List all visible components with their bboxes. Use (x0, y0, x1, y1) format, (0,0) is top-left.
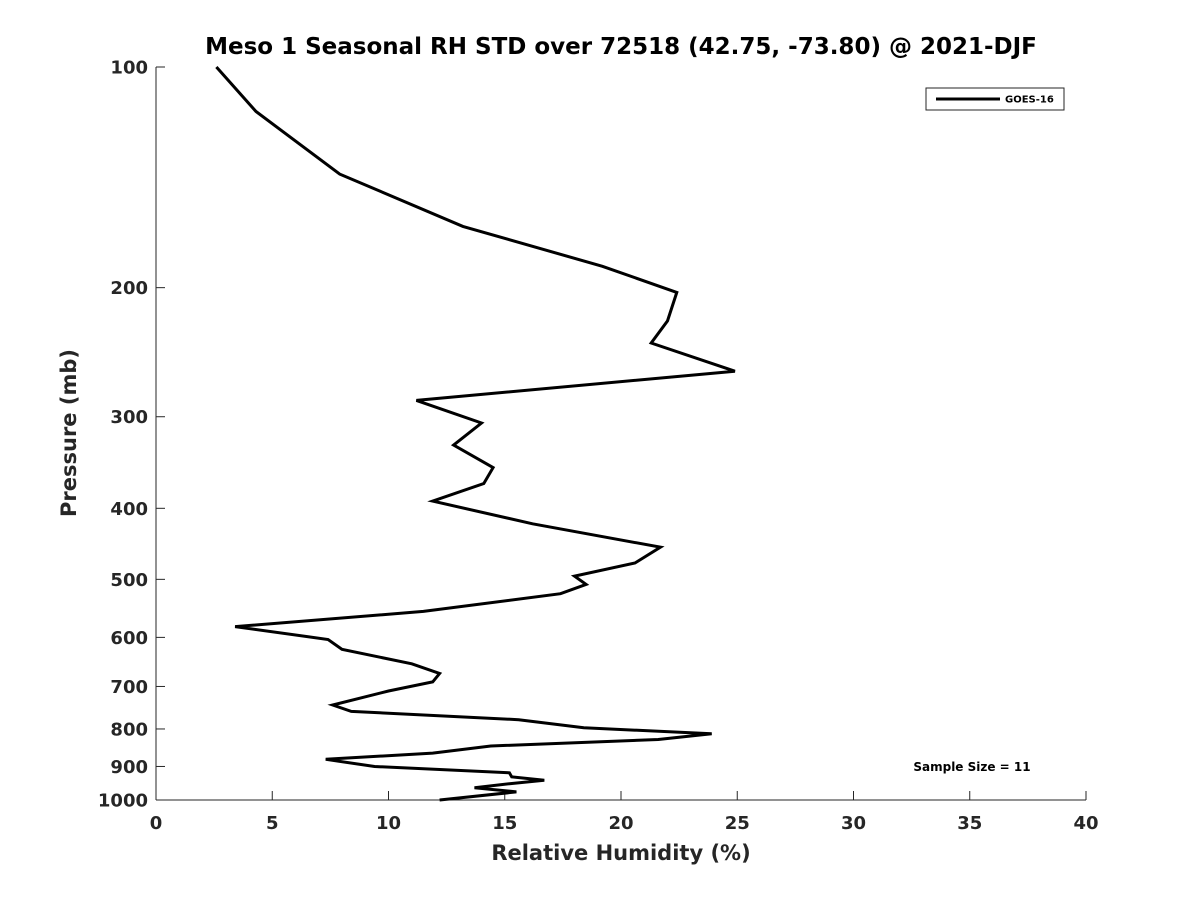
axes (155, 67, 1086, 801)
x-tick-label: 15 (492, 813, 517, 834)
x-tick-label: 0 (150, 813, 163, 834)
x-tick-label: 20 (608, 813, 633, 834)
y-tick-label: 900 (110, 757, 148, 778)
y-tick-label: 700 (110, 677, 148, 698)
y-tick-label: 400 (110, 499, 148, 520)
x-ticks: 0 5 10 15 20 25 30 35 40 (150, 791, 1099, 834)
series-group (215, 66, 736, 802)
series-line-goes-16 (215, 66, 736, 802)
y-tick-label: 100 (110, 58, 148, 79)
x-tick-label: 40 (1073, 813, 1098, 834)
y-tick-label: 600 (110, 628, 148, 649)
y-tick-label: 300 (110, 407, 148, 428)
sample-size-annotation: Sample Size = 11 (913, 760, 1030, 774)
legend: GOES-16 (925, 87, 1065, 111)
x-tick-label: 35 (957, 813, 982, 834)
y-tick-label: 200 (110, 278, 148, 299)
x-tick-label: 30 (841, 813, 866, 834)
legend-label-goes-16: GOES-16 (1005, 95, 1054, 106)
y-ticks: 100 200 300 400 500 600 700 800 900 1000 (98, 58, 165, 812)
x-tick-label: 5 (266, 813, 279, 834)
x-tick-label: 25 (725, 813, 750, 834)
x-axis-label: Relative Humidity (%) (491, 841, 750, 865)
x-tick-label: 10 (376, 813, 401, 834)
y-axis-label: Pressure (mb) (57, 349, 81, 517)
y-tick-label: 1000 (98, 791, 148, 812)
y-tick-label: 500 (110, 570, 148, 591)
chart-title: Meso 1 Seasonal RH STD over 72518 (42.75… (205, 34, 1037, 60)
y-tick-label: 800 (110, 719, 148, 740)
